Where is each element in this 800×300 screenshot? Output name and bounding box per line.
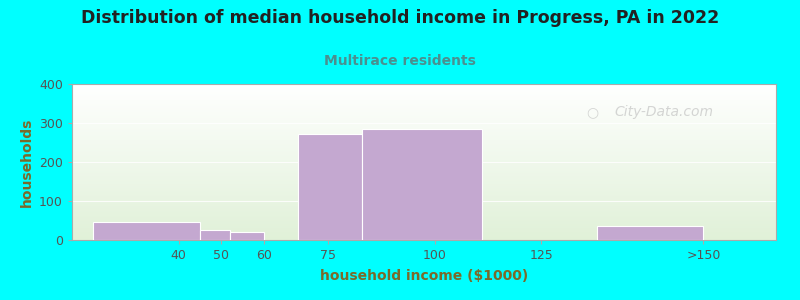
Text: Multirace residents: Multirace residents (324, 54, 476, 68)
Bar (200, 230, 230, 240)
Y-axis label: households: households (19, 117, 34, 207)
Bar (597, 226, 703, 240)
Bar (362, 129, 482, 240)
Bar (230, 232, 264, 240)
Text: ○: ○ (586, 105, 598, 119)
Bar (94, 222, 200, 240)
X-axis label: household income ($1000): household income ($1000) (320, 269, 528, 283)
Bar (298, 134, 362, 240)
Text: City-Data.com: City-Data.com (614, 105, 713, 119)
Text: Distribution of median household income in Progress, PA in 2022: Distribution of median household income … (81, 9, 719, 27)
